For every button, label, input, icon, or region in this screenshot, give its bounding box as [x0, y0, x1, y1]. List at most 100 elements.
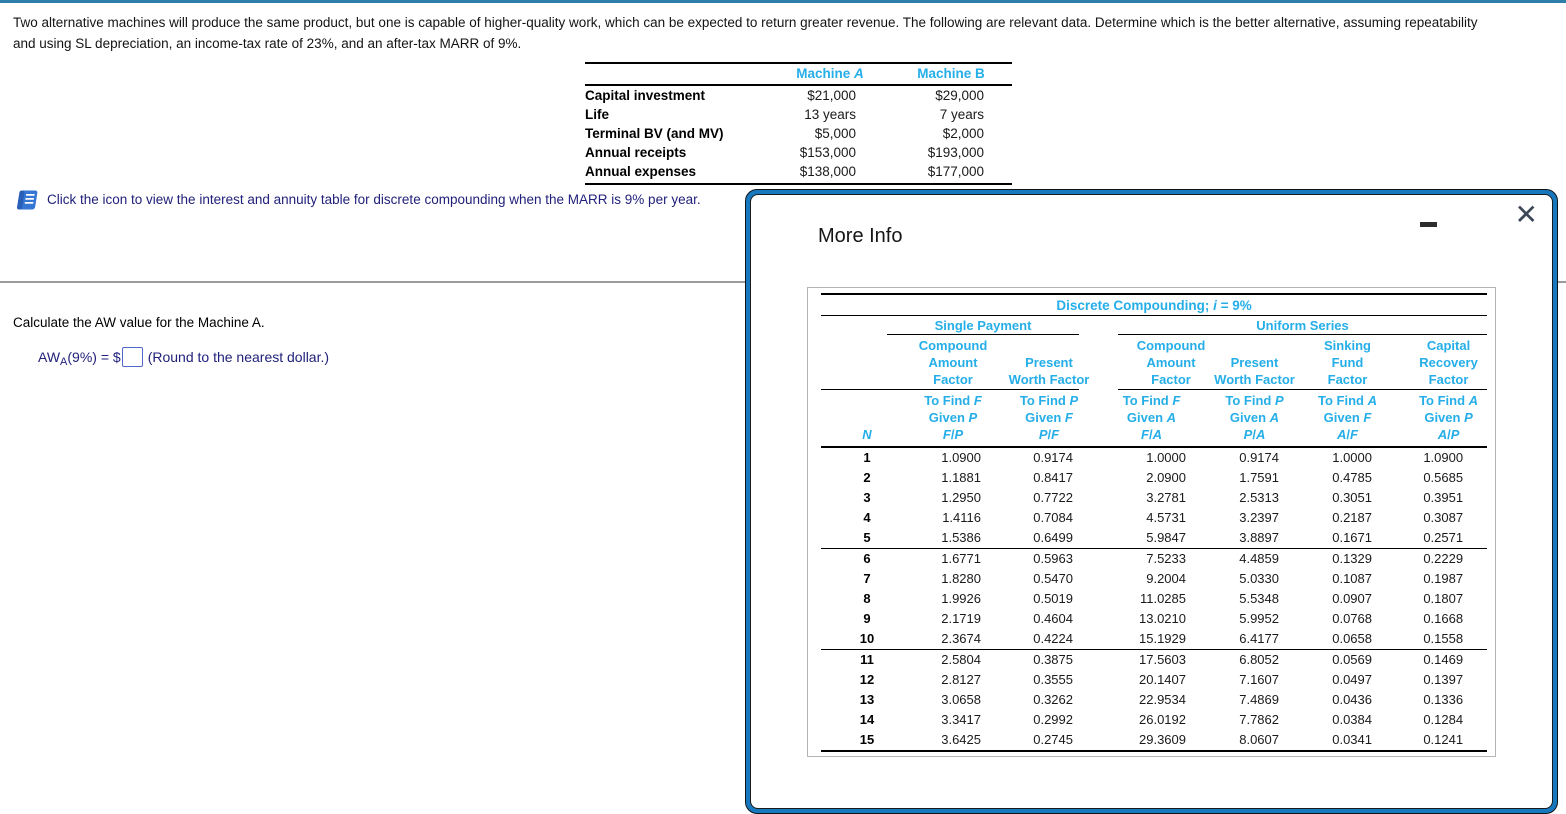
factor-cell: 0.2187 [1332, 510, 1372, 525]
table-row: 6 1.6771 0.5963 7.5233 4.4859 0.1329 0.2229 [821, 549, 1487, 570]
factor-cell: 7.1607 [1239, 672, 1279, 687]
factor-cell: 0.0569 [1332, 652, 1372, 667]
factor-cell: 8.0607 [1192, 730, 1285, 752]
factor-cell: 0.1397 [1423, 672, 1464, 687]
n-cell: 2 [863, 470, 871, 485]
table-row: 5 1.5386 0.6499 5.9847 3.8897 0.1671 0.2571 [821, 528, 1488, 549]
factor-cell: 3.6425 [887, 730, 987, 752]
factor-cell: 0.5019 [1033, 591, 1073, 606]
factor-cell: 0.3262 [1033, 692, 1073, 707]
factor-cell: 0.8417 [1033, 470, 1073, 485]
factor-cell: 0.2745 [987, 730, 1079, 752]
table-book-icon[interactable] [13, 189, 38, 211]
factor-cell: 0.7084 [1033, 510, 1073, 525]
factor-cell: 1.6771 [941, 551, 981, 566]
factor-cell: 0.1671 [1285, 528, 1378, 549]
machine-a-value: $21,000 [807, 87, 856, 103]
table-row: 1 1.0900 0.9174 1.0000 0.9174 1.0000 1.0900 [821, 447, 1487, 468]
factor-cell: 0.1668 [1423, 611, 1464, 626]
more-info-modal-body: More Info ✕ Discrete Compounding; i = 9% [750, 194, 1553, 809]
round-note: (Round to the nearest dollar.) [147, 349, 330, 365]
factor-cell: 1.8280 [941, 571, 981, 586]
machine-b-value: $177,000 [890, 162, 1012, 185]
factor-cell: 0.0341 [1285, 730, 1378, 752]
factor-cell: 0.5470 [1033, 571, 1073, 586]
machine-b-value: 7 years [939, 106, 984, 122]
table-row: 4 1.4116 0.7084 4.5731 3.2397 0.2187 0.3087 [821, 508, 1487, 528]
factor-cell: 2.8127 [941, 672, 981, 687]
table-row: 10 2.3674 0.4224 15.1929 6.4177 0.0658 0.1558 [821, 629, 1488, 650]
machine-a-value: $5,000 [814, 125, 856, 141]
machine-table-row: Capital investment $21,000 $29,000 [585, 85, 1012, 105]
factor-column-subheader: To Find P Given F P/F [987, 390, 1079, 448]
factor-cell: 7.7862 [1239, 712, 1279, 727]
factor-cell: 29.3609 [1079, 730, 1192, 752]
machine-a-value: 13 years [804, 106, 856, 122]
factor-cell: 0.0436 [1332, 692, 1372, 707]
factor-column-subheader: To Find F Given P F/P [887, 390, 987, 448]
factor-cell: 1.1881 [941, 470, 981, 485]
close-icon[interactable]: ✕ [1514, 199, 1538, 230]
machine-table-row: Terminal BV (and MV) $5,000 $2,000 [585, 124, 1012, 143]
machine-b-value: $29,000 [935, 87, 984, 103]
factor-cell: 5.5348 [1239, 591, 1279, 606]
factor-cell: 2.3674 [887, 629, 987, 650]
minimize-icon[interactable] [1420, 222, 1437, 227]
factor-cell: 3.3417 [941, 712, 981, 727]
group-header-single-payment: Single Payment [887, 316, 1079, 335]
factor-cell: 0.1284 [1423, 712, 1464, 727]
factor-cell: 1.5386 [887, 528, 987, 549]
compounding-table-title: Discrete Compounding; i = 9% [821, 293, 1488, 316]
factor-cell: 15.1929 [1079, 629, 1192, 650]
table-row: 11 2.5804 0.3875 17.5603 6.8052 0.0569 0.1469 [821, 650, 1487, 671]
machine-b-header: Machine B [890, 62, 1012, 86]
table-row: 14 3.3417 0.2992 26.0192 7.7862 0.0384 0.1284 [821, 710, 1487, 730]
table-row: 3 1.2950 0.7722 3.2781 2.5313 0.3051 0.3951 [821, 488, 1487, 508]
factor-cell: 0.1558 [1378, 629, 1488, 650]
machine-a-value: $153,000 [799, 144, 856, 160]
factor-cell: 0.5685 [1423, 470, 1464, 485]
factor-cell: 7.4869 [1239, 692, 1279, 707]
factor-cell: 1.0900 [1423, 450, 1464, 465]
factor-cell: 2.5804 [941, 652, 981, 667]
factor-cell: 0.2229 [1423, 551, 1464, 566]
factor-cell: 1.0900 [941, 450, 981, 465]
table-row: 12 2.8127 0.3555 20.1407 7.1607 0.0497 0.1397 [821, 670, 1487, 690]
n-cell: 7 [863, 571, 871, 586]
factor-cell: 1.2950 [941, 490, 981, 505]
factor-cell: 0.6499 [987, 528, 1079, 549]
factor-column-header: Present Worth Factor [1192, 352, 1295, 390]
factor-column-header: Capital Recovery Factor [1378, 335, 1488, 390]
table-row: 9 2.1719 0.4604 13.0210 5.9952 0.0768 0.1668 [821, 609, 1487, 629]
machine-row-label: Annual expenses [585, 162, 770, 185]
machine-row-label: Life [585, 106, 610, 122]
n-cell: 12 [859, 672, 875, 687]
factor-cell: 0.2992 [1033, 712, 1073, 727]
table-row: 15 3.6425 0.2745 29.3609 8.0607 0.0341 0.1241 [821, 730, 1488, 752]
n-cell: 14 [859, 712, 875, 727]
machine-a-value: $138,000 [770, 162, 890, 185]
group-header-uniform-series: Uniform Series [1118, 316, 1488, 335]
factor-cell: 7.5233 [1146, 551, 1186, 566]
factor-cell: 0.2571 [1378, 528, 1488, 549]
n-cell: 6 [863, 551, 871, 566]
factor-cell: 1.0000 [1146, 450, 1186, 465]
aw-answer-input[interactable] [121, 347, 143, 367]
factor-cell: 26.0192 [1139, 712, 1186, 727]
factor-cell: 9.2004 [1146, 571, 1186, 586]
n-cell: 15 [821, 730, 887, 752]
machine-b-value: $2,000 [942, 125, 984, 141]
discrete-compounding-table: Discrete Compounding; i = 9% Single Paym… [821, 293, 1488, 752]
n-cell: 13 [859, 692, 875, 707]
factor-cell: 0.3875 [1033, 652, 1073, 667]
n-cell: 9 [863, 611, 871, 626]
factor-cell: 3.2397 [1239, 510, 1279, 525]
problem-line-1: Two alternative machines will produce th… [13, 15, 1478, 30]
factor-cell: 0.3051 [1332, 490, 1372, 505]
factor-column-subheader: To Find P Given A P/A [1192, 390, 1285, 448]
factor-cell: 0.1987 [1423, 571, 1464, 586]
n-cell: 10 [821, 629, 887, 650]
factor-cell: 11.0285 [1139, 591, 1186, 606]
factor-column-header: Present Worth Factor [987, 352, 1089, 390]
n-column-header: N [821, 390, 887, 448]
